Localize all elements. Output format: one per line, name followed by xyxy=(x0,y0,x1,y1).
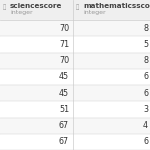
Text: 6: 6 xyxy=(143,89,148,98)
Text: integer: integer xyxy=(10,10,33,15)
Bar xyxy=(0,101,150,117)
Text: ⚿: ⚿ xyxy=(76,4,79,10)
Text: 8: 8 xyxy=(143,56,148,65)
Text: 45: 45 xyxy=(59,89,69,98)
Text: ⚿: ⚿ xyxy=(3,4,6,10)
Bar xyxy=(0,52,150,69)
Text: 67: 67 xyxy=(59,137,69,146)
Bar xyxy=(0,0,150,20)
Text: 70: 70 xyxy=(59,24,69,33)
Text: 51: 51 xyxy=(59,105,69,114)
Text: integer: integer xyxy=(83,10,106,15)
Text: 70: 70 xyxy=(59,56,69,65)
Text: 6: 6 xyxy=(143,137,148,146)
Text: 3: 3 xyxy=(143,105,148,114)
Bar xyxy=(0,117,150,134)
Text: 4: 4 xyxy=(143,121,148,130)
Text: 67: 67 xyxy=(59,121,69,130)
Bar xyxy=(0,85,150,101)
Text: 8: 8 xyxy=(143,24,148,33)
Bar xyxy=(0,69,150,85)
Text: 6: 6 xyxy=(143,72,148,81)
Text: sciencescore: sciencescore xyxy=(10,3,62,9)
Bar xyxy=(0,36,150,52)
Bar xyxy=(0,134,150,150)
Text: 5: 5 xyxy=(143,40,148,49)
Text: 71: 71 xyxy=(59,40,69,49)
Text: mathematicsscore: mathematicsscore xyxy=(83,3,150,9)
Bar xyxy=(0,20,150,36)
Text: 45: 45 xyxy=(59,72,69,81)
